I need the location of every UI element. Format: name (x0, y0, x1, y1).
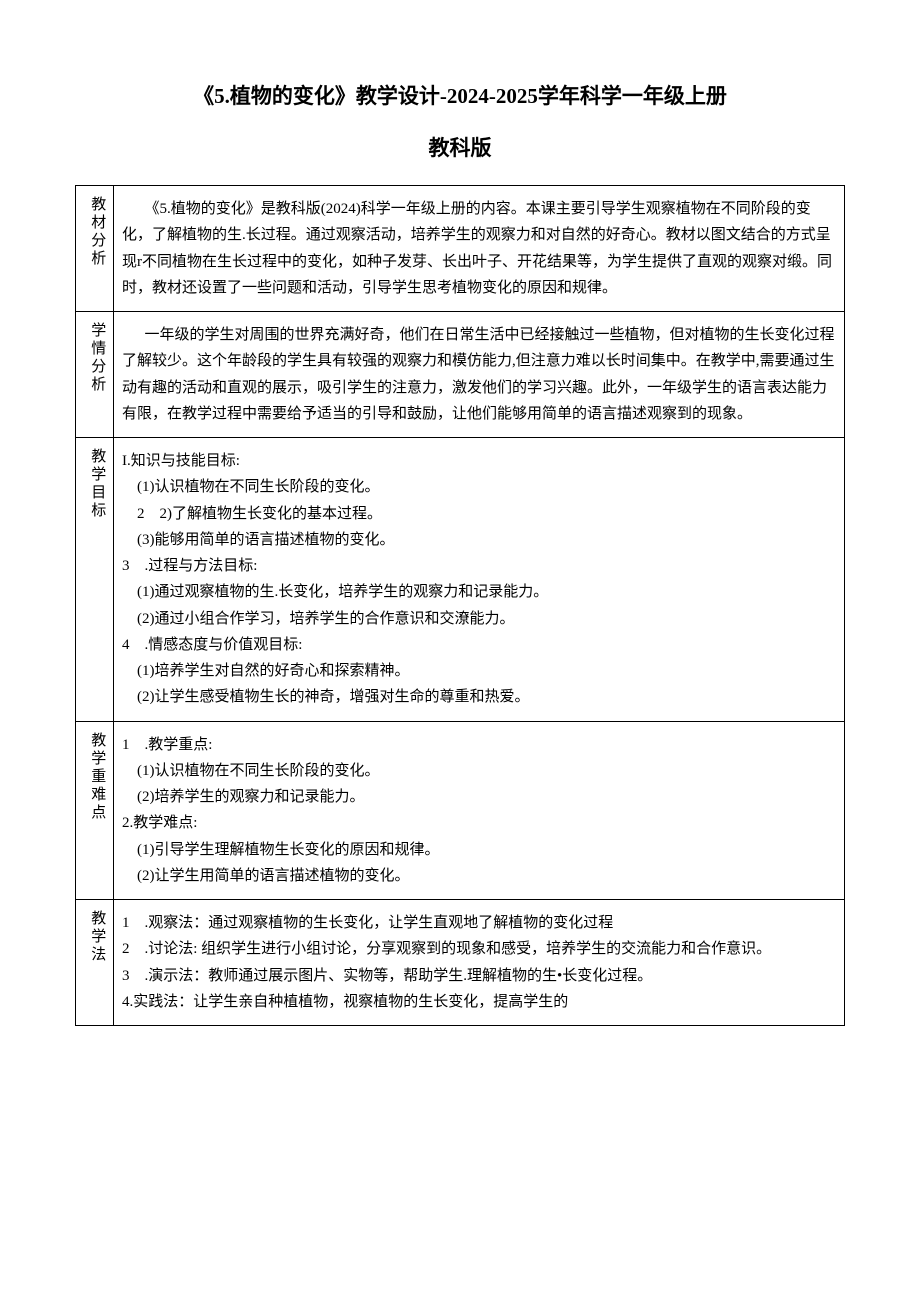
list-item: (2)让学生感受植物生长的神奇，增强对生命的尊重和热爱。 (122, 684, 836, 710)
list-item: (2)让学生用简单的语言描述植物的变化。 (122, 863, 836, 889)
section-row-material-analysis: 教材分析 《5.植物的变化》是教科版(2024)科学一年级上册的内容。本课主要引… (76, 186, 845, 312)
list-item: I.知识与技能目标: (122, 448, 836, 474)
list-item: 4.实践法：让学生亲自种植植物，视察植物的生长变化，提高学生的 (122, 989, 836, 1015)
section-label-cell: 教学重难点 (76, 721, 114, 900)
list-item: (2)培养学生的观察力和记录能力。 (122, 784, 836, 810)
section-label: 教学重难点 (84, 732, 110, 822)
section-row-teaching-methods: 教学法 1 .观察法：通过观察植物的生长变化，让学生直观地了解植物的变化过程 2… (76, 900, 845, 1026)
list-item: 3 .演示法：教师通过展示图片、实物等，帮助学生.理解植物的生•长变化过程。 (122, 963, 836, 989)
section-label: 教材分析 (84, 196, 110, 268)
document-title-block: 《5.植物的变化》教学设计-2024-2025学年科学一年级上册 教科版 (75, 80, 845, 165)
list-item: 2 .讨论法: 组织学生进行小组讨论，分享观察到的现象和感受，培养学生的交流能力… (122, 936, 836, 962)
section-label-cell: 教学目标 (76, 438, 114, 722)
list-item: 4 .情感态度与价值观目标: (122, 632, 836, 658)
section-row-teaching-goals: 教学目标 I.知识与技能目标: (1)认识植物在不同生长阶段的变化。 2 2)了… (76, 438, 845, 722)
section-content-cell: 一年级的学生对周围的世界充满好奇，他们在日常生活中已经接触过一些植物，但对植物的… (114, 312, 845, 438)
list-item: 2 2)了解植物生长变化的基本过程。 (122, 501, 836, 527)
list-item: (1)通过观察植物的生.长变化，培养学生的观察力和记录能力。 (122, 579, 836, 605)
lesson-plan-table: 教材分析 《5.植物的变化》是教科版(2024)科学一年级上册的内容。本课主要引… (75, 185, 845, 1026)
title-line-2: 教科版 (75, 132, 845, 166)
list-item: 2.教学难点: (122, 810, 836, 836)
section-label-cell: 教学法 (76, 900, 114, 1026)
section-content-cell: I.知识与技能目标: (1)认识植物在不同生长阶段的变化。 2 2)了解植物生长… (114, 438, 845, 722)
section-label: 教学法 (84, 910, 110, 964)
list-item: (1)培养学生对自然的好奇心和探索精神。 (122, 658, 836, 684)
list-item: (2)通过小组合作学习，培养学生的合作意识和交潦能力。 (122, 606, 836, 632)
section-row-student-analysis: 学情分析 一年级的学生对周围的世界充满好奇，他们在日常生活中已经接触过一些植物，… (76, 312, 845, 438)
list-item: 1 .教学重点: (122, 732, 836, 758)
section-label: 学情分析 (84, 322, 110, 394)
list-item: 3 .过程与方法目标: (122, 553, 836, 579)
section-row-key-difficulties: 教学重难点 1 .教学重点: (1)认识植物在不同生长阶段的变化。 (2)培养学… (76, 721, 845, 900)
section-content-cell: 1 .教学重点: (1)认识植物在不同生长阶段的变化。 (2)培养学生的观察力和… (114, 721, 845, 900)
section-content-cell: 1 .观察法：通过观察植物的生长变化，让学生直观地了解植物的变化过程 2 .讨论… (114, 900, 845, 1026)
section-content-cell: 《5.植物的变化》是教科版(2024)科学一年级上册的内容。本课主要引导学生观察… (114, 186, 845, 312)
list-item: (1)认识植物在不同生长阶段的变化。 (122, 758, 836, 784)
list-item: (1)认识植物在不同生长阶段的变化。 (122, 474, 836, 500)
paragraph: 一年级的学生对周围的世界充满好奇，他们在日常生活中已经接触过一些植物，但对植物的… (122, 322, 836, 427)
list-item: (1)引导学生理解植物生长变化的原因和规律。 (122, 837, 836, 863)
section-label-cell: 学情分析 (76, 312, 114, 438)
section-label: 教学目标 (84, 448, 110, 520)
list-item: (3)能够用简单的语言描述植物的变化。 (122, 527, 836, 553)
title-line-1: 《5.植物的变化》教学设计-2024-2025学年科学一年级上册 (75, 80, 845, 114)
paragraph: 《5.植物的变化》是教科版(2024)科学一年级上册的内容。本课主要引导学生观察… (122, 196, 836, 301)
section-label-cell: 教材分析 (76, 186, 114, 312)
list-item: 1 .观察法：通过观察植物的生长变化，让学生直观地了解植物的变化过程 (122, 910, 836, 936)
